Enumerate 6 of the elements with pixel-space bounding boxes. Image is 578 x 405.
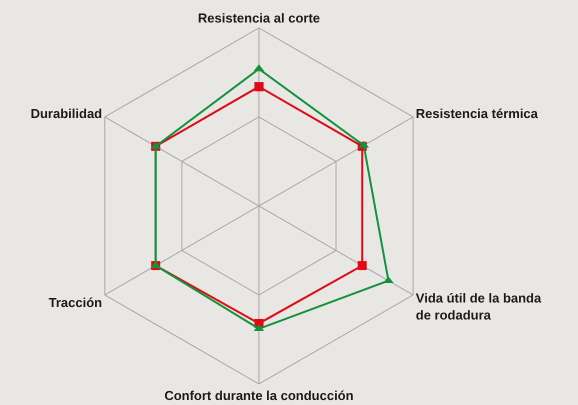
spoke-label: Resistencia al corte bbox=[198, 10, 320, 26]
spoke-label: Durabilidad bbox=[30, 106, 102, 122]
spoke-label: Confort durante la conducción bbox=[164, 388, 354, 404]
spoke-label: Resistencia térmica bbox=[416, 106, 539, 122]
spoke-label: Tracción bbox=[48, 294, 102, 310]
spoke-label: Vida útil de la banda de rodadura bbox=[416, 290, 542, 323]
